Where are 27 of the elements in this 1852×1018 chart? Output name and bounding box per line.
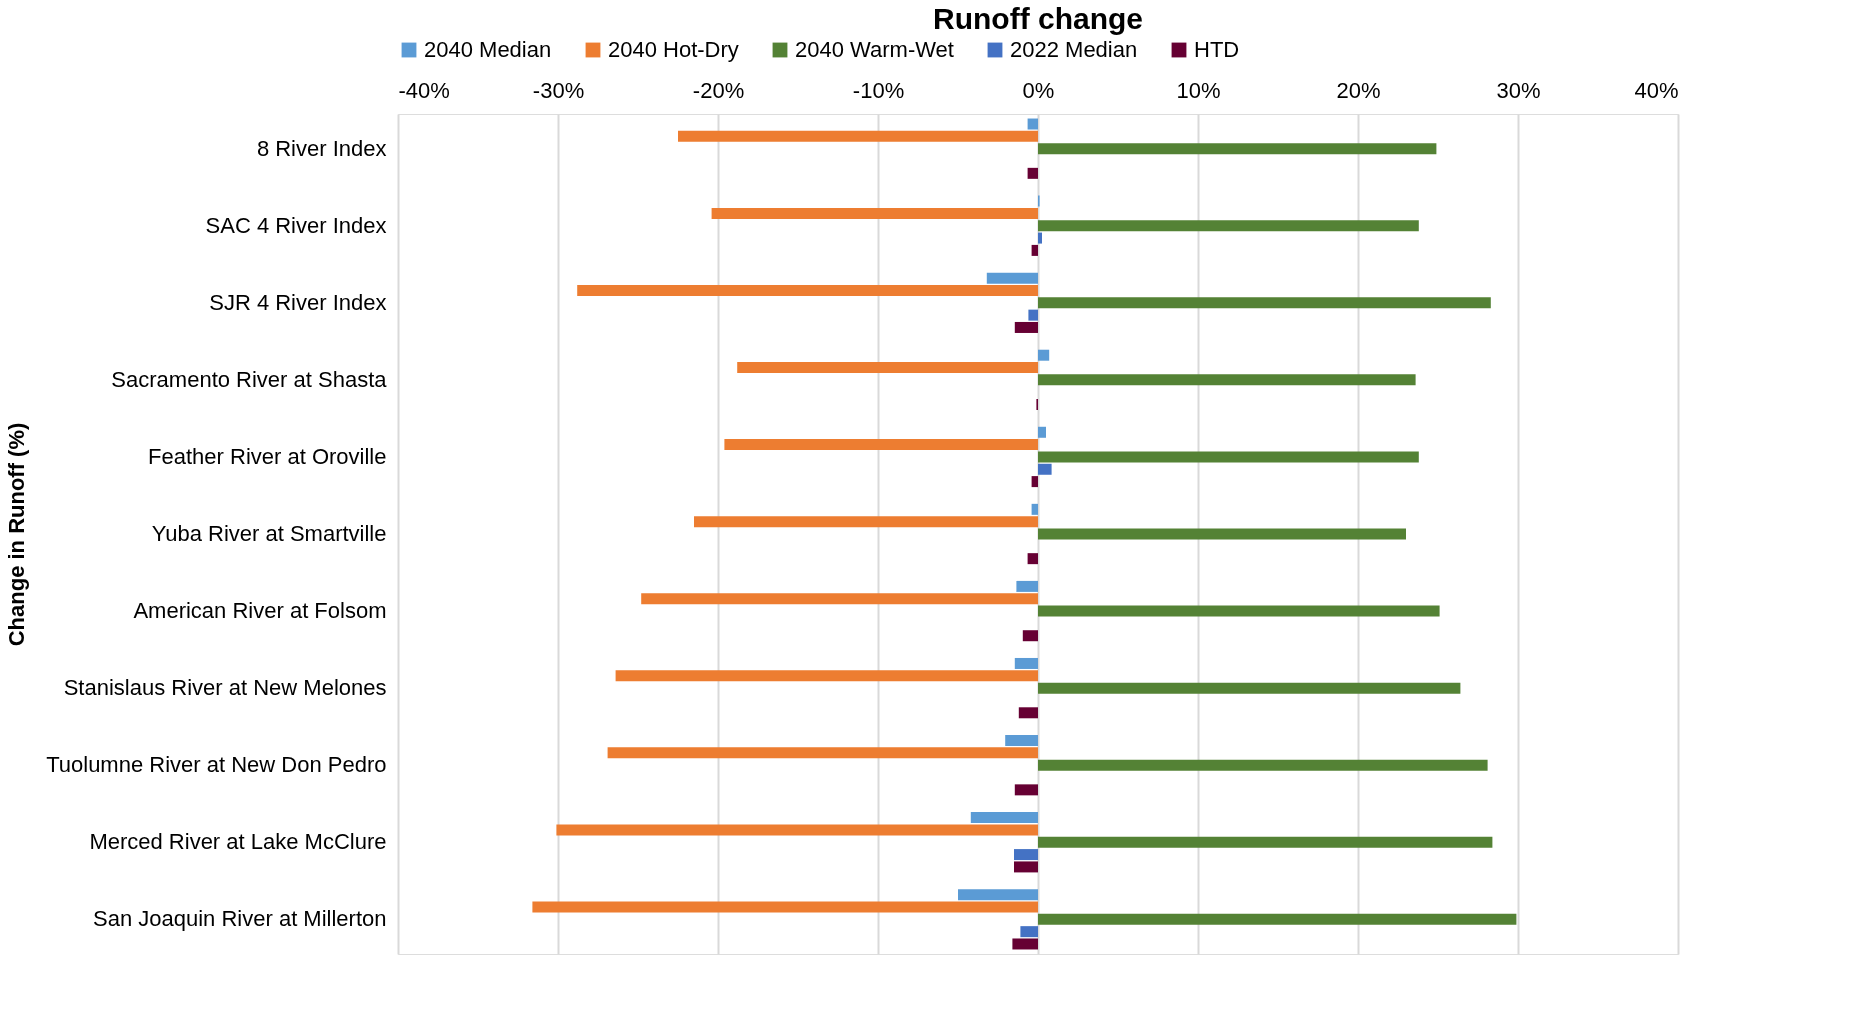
x-tick-label: 10% xyxy=(1176,77,1221,103)
chart-title: Runoff change xyxy=(933,2,1143,35)
y-tick-label: American River at Folsom xyxy=(133,598,387,624)
y-tick-label: Stanislaus River at New Melones xyxy=(63,675,387,701)
legend-label: 2040 Median xyxy=(424,37,552,62)
x-tick-label: 30% xyxy=(1496,77,1541,103)
y-tick-label: Merced River at Lake McClure xyxy=(89,829,387,855)
legend-label: HTD xyxy=(1194,37,1240,62)
x-tick-label: 40% xyxy=(1634,77,1679,103)
x-tick-label: -40% xyxy=(398,77,450,103)
y-tick-label: Yuba River at Smartville xyxy=(151,521,387,546)
y-tick-label: 8 River Index xyxy=(256,135,387,161)
x-tick-label: -30% xyxy=(532,77,585,103)
legend-label: 2022 Median xyxy=(1010,37,1138,62)
legend-label: 2040 Hot-Dry xyxy=(608,37,739,62)
y-tick-label: SJR 4 River Index xyxy=(209,289,387,315)
legend-label: 2040 Warm-Wet xyxy=(795,37,954,62)
x-tick-label: -10% xyxy=(852,77,905,103)
y-tick-label: Tuolumne River at New Don Pedro xyxy=(46,752,387,778)
y-axis-title: Change in Runoff (%) xyxy=(3,422,29,647)
y-tick-label: San Joaquin River at Millerton xyxy=(93,906,387,932)
y-tick-label: SAC 4 River Index xyxy=(205,212,387,238)
x-tick-label: -20% xyxy=(692,77,745,103)
x-tick-label: 0% xyxy=(1022,77,1055,103)
y-tick-label: Sacramento River at Shasta xyxy=(111,366,388,392)
y-tick-label: Feather River at Oroville xyxy=(148,443,387,469)
x-tick-label: 20% xyxy=(1336,77,1381,103)
